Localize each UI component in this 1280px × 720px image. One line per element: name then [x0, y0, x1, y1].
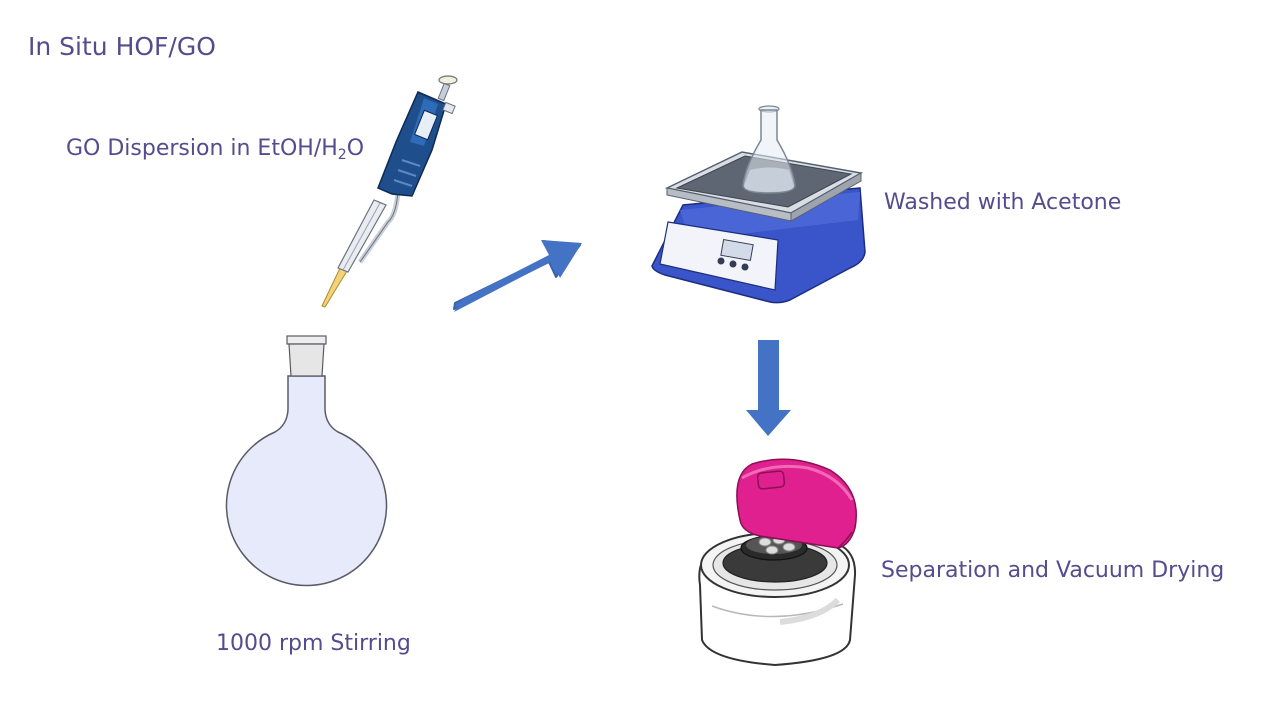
pipette-icon	[321, 75, 458, 308]
down-arrow	[746, 340, 791, 436]
diagonal-arrow-body	[454, 240, 582, 312]
page-title: In Situ HOF/GO	[28, 32, 216, 61]
go-dispersion-label: GO Dispersion in EtOH/H2O	[66, 136, 365, 163]
go-dispersion-label-main: GO Dispersion in EtOH/H	[66, 136, 338, 161]
round-bottom-flask-icon	[225, 335, 388, 587]
centrifuge-icon	[698, 458, 857, 667]
erlenmeyer-flask-icon	[742, 105, 796, 194]
go-dispersion-label-tail: O	[346, 136, 365, 161]
separation-label: Separation and Vacuum Drying	[881, 558, 1225, 583]
washing-label: Washed with Acetone	[884, 190, 1122, 215]
stirring-label: 1000 rpm Stirring	[216, 631, 411, 656]
go-dispersion-label-subscript: 2	[337, 147, 347, 163]
